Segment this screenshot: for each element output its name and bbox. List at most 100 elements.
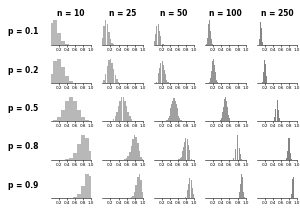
Bar	[142, 159, 143, 160]
Bar	[184, 142, 185, 160]
Bar	[182, 151, 183, 160]
Bar	[115, 75, 116, 83]
Bar	[188, 145, 189, 160]
Bar	[237, 135, 238, 160]
Bar	[115, 116, 116, 121]
Bar	[136, 186, 137, 198]
Title: n = 10: n = 10	[57, 9, 85, 18]
Bar	[85, 120, 89, 121]
Bar	[176, 104, 177, 121]
Bar	[172, 101, 173, 121]
Bar	[168, 118, 169, 121]
Bar	[110, 39, 111, 45]
Bar	[113, 69, 114, 83]
Bar	[233, 158, 234, 160]
Bar	[160, 36, 161, 45]
Bar	[190, 174, 191, 198]
Bar	[81, 186, 85, 198]
Bar	[57, 59, 61, 83]
Bar	[124, 101, 126, 121]
Bar	[154, 41, 155, 45]
Bar	[238, 197, 239, 198]
Bar	[179, 159, 180, 160]
Bar	[240, 154, 241, 160]
Bar	[139, 174, 140, 198]
Bar	[216, 80, 217, 83]
Bar	[162, 44, 163, 45]
Bar	[132, 196, 134, 198]
Bar	[49, 23, 53, 45]
Bar	[191, 159, 192, 160]
Bar	[103, 26, 105, 45]
Bar	[113, 44, 114, 45]
Bar	[111, 43, 113, 45]
Bar	[221, 118, 222, 121]
Bar	[157, 21, 158, 45]
Bar	[124, 159, 126, 160]
Bar	[119, 101, 121, 121]
Bar	[61, 67, 65, 83]
Bar	[73, 101, 77, 121]
Bar	[167, 82, 168, 83]
Bar	[177, 108, 178, 121]
Bar	[190, 158, 191, 160]
Bar	[65, 76, 69, 83]
Bar	[162, 61, 163, 83]
Bar	[209, 82, 210, 83]
Bar	[118, 106, 119, 121]
Bar	[61, 110, 65, 121]
Bar	[180, 158, 181, 160]
Bar	[171, 104, 172, 121]
Bar	[192, 188, 193, 198]
Bar	[134, 192, 135, 198]
Bar	[85, 138, 89, 160]
Bar	[131, 119, 132, 121]
Bar	[116, 79, 118, 83]
Bar	[243, 192, 244, 198]
Bar	[241, 174, 242, 198]
Bar	[224, 99, 225, 121]
Bar	[225, 97, 226, 121]
Bar	[61, 41, 65, 45]
Bar	[69, 158, 73, 160]
Bar	[49, 74, 53, 83]
Bar	[81, 135, 85, 160]
Bar	[140, 180, 142, 198]
Bar	[110, 59, 111, 83]
Bar	[210, 31, 211, 45]
Bar	[108, 60, 110, 83]
Bar	[239, 192, 240, 198]
Bar	[126, 106, 127, 121]
Bar	[174, 98, 175, 121]
Bar	[236, 139, 237, 160]
Bar	[180, 119, 181, 121]
Bar	[209, 20, 210, 45]
Y-axis label: p = 0.5: p = 0.5	[8, 104, 38, 113]
Bar	[170, 108, 171, 121]
Bar	[57, 117, 61, 121]
Bar	[108, 32, 110, 45]
Bar	[169, 112, 170, 121]
Bar	[73, 197, 77, 198]
Bar	[89, 176, 93, 198]
Bar	[156, 26, 157, 45]
Bar	[132, 140, 134, 160]
Bar	[179, 118, 180, 121]
Bar	[239, 148, 240, 160]
Bar	[77, 194, 81, 198]
Bar	[105, 74, 106, 83]
Bar	[129, 116, 130, 121]
Bar	[159, 30, 160, 45]
Bar	[168, 82, 169, 83]
Y-axis label: p = 0.1: p = 0.1	[8, 27, 38, 36]
Bar	[158, 24, 159, 45]
Title: n = 25: n = 25	[109, 9, 136, 18]
Bar	[157, 81, 158, 83]
Bar	[165, 74, 166, 83]
Bar	[57, 33, 61, 45]
Bar	[140, 157, 142, 160]
Bar	[128, 112, 129, 121]
Bar	[191, 180, 192, 198]
Bar	[89, 151, 93, 160]
Bar	[69, 81, 73, 83]
